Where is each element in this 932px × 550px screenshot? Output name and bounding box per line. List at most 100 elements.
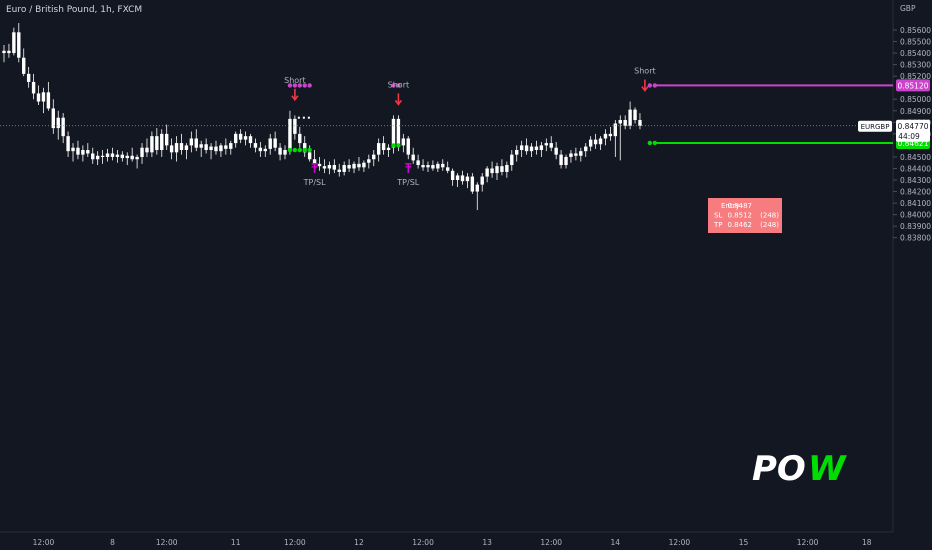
candle	[100, 150, 105, 164]
candle	[574, 147, 578, 161]
candle	[150, 131, 154, 157]
candle	[130, 147, 134, 162]
tpsl-label: TP/SL	[303, 178, 326, 187]
candle-body	[633, 109, 637, 121]
candle-body	[450, 170, 455, 181]
candle	[505, 161, 509, 178]
candle-body	[248, 136, 253, 144]
time-tick-label: 12:00	[540, 538, 562, 547]
candle-body	[598, 138, 603, 145]
price-tick-label: 0.85400	[900, 49, 931, 58]
candle	[140, 143, 144, 164]
price-tick-label: 0.84100	[900, 199, 931, 208]
candle-body	[293, 118, 297, 134]
candles	[2, 23, 642, 211]
candle	[115, 150, 120, 163]
candle	[81, 145, 85, 162]
candle-body	[258, 147, 263, 152]
candle-body	[91, 153, 95, 160]
price-tick-label: 0.84000	[900, 211, 931, 220]
candle-body	[288, 118, 292, 151]
tp-dot	[391, 143, 396, 148]
sl-dot	[396, 83, 401, 88]
candle	[495, 162, 499, 181]
signal-arrow-head	[291, 95, 299, 102]
candle	[337, 163, 341, 177]
candle-body	[544, 143, 548, 146]
logo-text-po: PO	[752, 449, 806, 489]
candle-body	[150, 136, 154, 153]
price-tick-label: 0.84400	[900, 164, 931, 173]
candle-body	[312, 159, 317, 164]
candle-body	[401, 138, 406, 146]
candle	[524, 138, 529, 155]
candle	[470, 173, 475, 194]
candle-body	[140, 147, 144, 157]
short-signal: Short TP/SL	[388, 80, 420, 186]
candle	[2, 45, 6, 63]
candle	[593, 133, 598, 149]
candle	[238, 129, 243, 144]
level-dot	[647, 140, 653, 146]
price-tick-label: 0.84200	[900, 188, 931, 197]
candle	[347, 159, 351, 172]
candle-body	[36, 93, 41, 102]
last-price-value: 0.84770	[897, 122, 928, 131]
candle-body	[421, 165, 425, 168]
candle	[204, 138, 208, 154]
candle	[357, 156, 361, 171]
candle	[332, 159, 337, 174]
candle-body	[224, 145, 228, 149]
candle-body	[426, 165, 430, 168]
candle	[559, 150, 563, 169]
candle	[327, 161, 332, 175]
candle	[386, 144, 391, 157]
candle-body	[406, 138, 410, 155]
price-tick-label: 0.85000	[900, 95, 931, 104]
candle	[376, 138, 381, 162]
candle-body	[199, 144, 203, 148]
candle	[214, 140, 218, 155]
level-price-label: 0.84621	[897, 139, 928, 148]
symbol-tag-label: EURGBP	[861, 123, 890, 131]
candle-body	[386, 147, 391, 151]
candle	[584, 143, 588, 157]
candle	[36, 85, 41, 106]
candle	[441, 159, 445, 171]
time-tick-label: 12:00	[797, 538, 819, 547]
candle-body	[66, 136, 70, 152]
candle	[31, 73, 36, 100]
candle	[554, 141, 558, 160]
candle	[61, 113, 65, 144]
short-signal: Short	[634, 67, 656, 92]
time-tick-label: 12	[354, 538, 364, 547]
candle-body	[534, 146, 539, 151]
candle-body	[515, 150, 519, 155]
candle	[426, 161, 430, 172]
signal-arrow-head	[394, 99, 403, 106]
candle	[628, 101, 632, 130]
candle	[401, 133, 406, 153]
candle-body	[219, 145, 223, 152]
candle-body	[431, 165, 435, 169]
candle	[298, 126, 302, 148]
candle	[76, 140, 80, 160]
candle-body	[618, 120, 622, 124]
trade-box-count: (248)	[760, 212, 779, 220]
candle	[56, 110, 60, 140]
time-axis: 12:00 8 12:00 11 12:00 12 12:00 13 12:00 14 12:00 1…	[33, 538, 872, 547]
candle	[618, 115, 622, 161]
candle-body	[46, 92, 51, 109]
tp-dot	[292, 147, 298, 153]
candle-body	[495, 166, 499, 174]
candle-body	[145, 147, 149, 153]
candle-body	[238, 133, 243, 140]
tp-dot	[302, 147, 307, 153]
candle-body	[357, 163, 361, 168]
candle-body	[603, 133, 608, 139]
candle-body	[529, 146, 534, 152]
candle	[539, 141, 544, 157]
